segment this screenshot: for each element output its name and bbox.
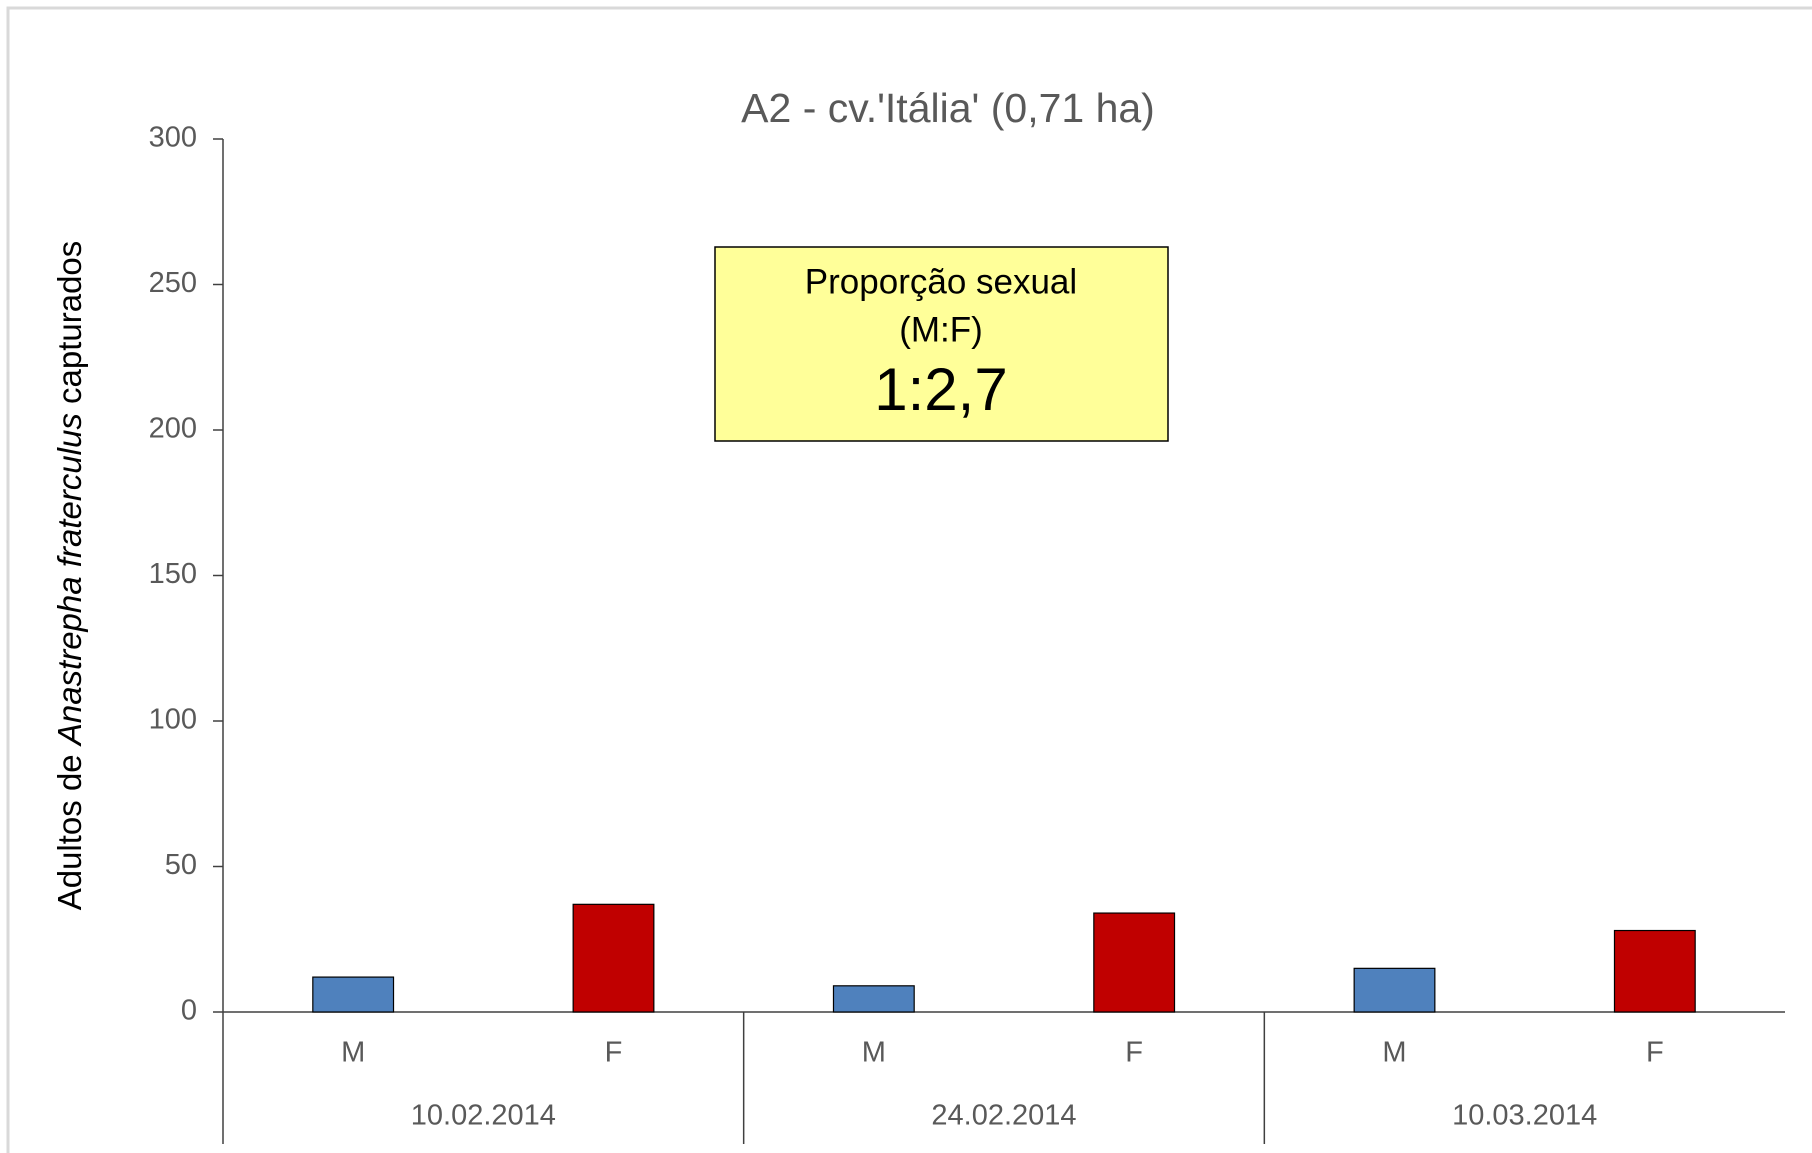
annotation-value: 1:2,7 (874, 356, 1007, 423)
bar (1093, 912, 1176, 1013)
bar (832, 985, 915, 1013)
x-tick-label: F (1125, 1037, 1143, 1069)
x-tick-label: F (1646, 1037, 1664, 1069)
y-axis-label-part: Anastrepha fraterculus (51, 413, 88, 747)
group-label: 10.03.2014 (1452, 1100, 1597, 1132)
chart-title: A2 - cv.'Itália' (0,71 ha) (741, 85, 1155, 131)
bar (1353, 967, 1436, 1013)
bar (572, 903, 655, 1013)
y-tick-label: 150 (149, 558, 197, 590)
y-tick-label: 200 (149, 413, 197, 445)
y-tick-label: 100 (149, 704, 197, 736)
y-tick-label: 250 (149, 267, 197, 299)
y-axis-label: Adultos de Anastrepha fraterculus captur… (51, 241, 88, 911)
bar (312, 976, 395, 1013)
annotation-text: (M:F) (899, 310, 983, 349)
x-tick-label: M (862, 1037, 886, 1069)
annotation-text: Proporção sexual (805, 262, 1077, 301)
y-tick-label: 0 (181, 995, 197, 1027)
y-axis-label-part: capturados (51, 241, 88, 413)
x-tick-label: M (1382, 1037, 1406, 1069)
y-tick-label: 300 (149, 122, 197, 154)
x-tick-label: M (341, 1037, 365, 1069)
chart-frame (6, 6, 1812, 1153)
y-tick-label: 50 (165, 849, 197, 881)
group-label: 24.02.2014 (931, 1100, 1076, 1132)
y-axis-label-part: Adultos de (51, 745, 88, 910)
x-tick-label: F (605, 1037, 623, 1069)
bar (1613, 929, 1696, 1013)
annotation-box (714, 246, 1169, 442)
group-label: 10.02.2014 (411, 1100, 556, 1132)
